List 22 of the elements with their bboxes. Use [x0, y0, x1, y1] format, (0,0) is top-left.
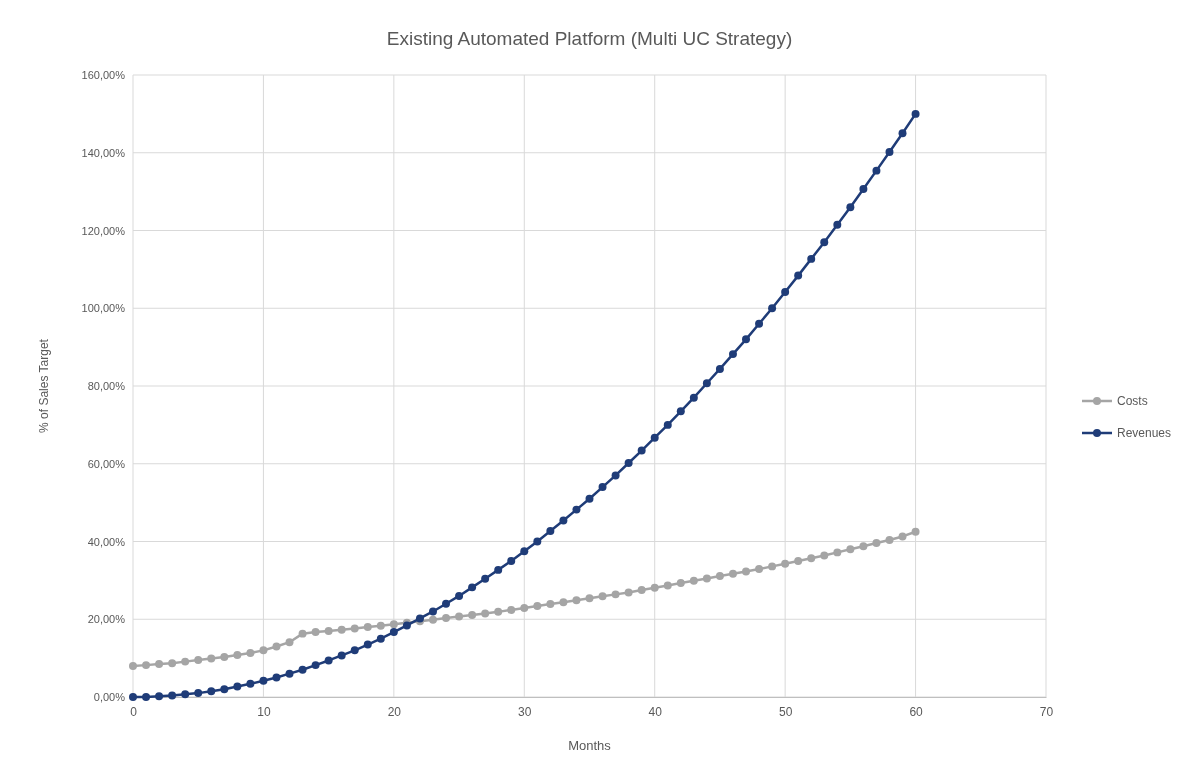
y-tick-label: 120,00%: [81, 224, 126, 237]
y-axis-title: % of Sales Target: [37, 338, 51, 433]
y-tick-label: 40,00%: [87, 535, 126, 548]
y-tick-label: 80,00%: [87, 380, 126, 393]
x-tick-label: 40: [648, 704, 663, 719]
x-tick-label: 30: [518, 704, 532, 719]
x-axis-title: Months: [568, 738, 612, 753]
x-tick-label: 70: [1039, 704, 1054, 719]
y-tick-label: 140,00%: [81, 146, 126, 159]
chart-title: Existing Automated Platform (Multi UC Strategy): [386, 28, 793, 49]
y-tick-label: 0,00%: [93, 691, 126, 704]
y-tick-label: 100,00%: [81, 302, 126, 315]
x-tick-label: 20: [387, 704, 402, 719]
legend-label: Costs: [1117, 394, 1148, 408]
y-tick-label: 20,00%: [87, 613, 126, 626]
x-tick-label: 10: [257, 704, 271, 719]
legend-label: Revenues: [1117, 426, 1172, 440]
x-tick-label: 50: [778, 704, 793, 719]
x-tick-label: 60: [909, 704, 924, 719]
y-tick-label: 160,00%: [81, 69, 126, 82]
x-tick-label: 0: [130, 704, 138, 719]
y-tick-label: 60,00%: [87, 457, 126, 470]
